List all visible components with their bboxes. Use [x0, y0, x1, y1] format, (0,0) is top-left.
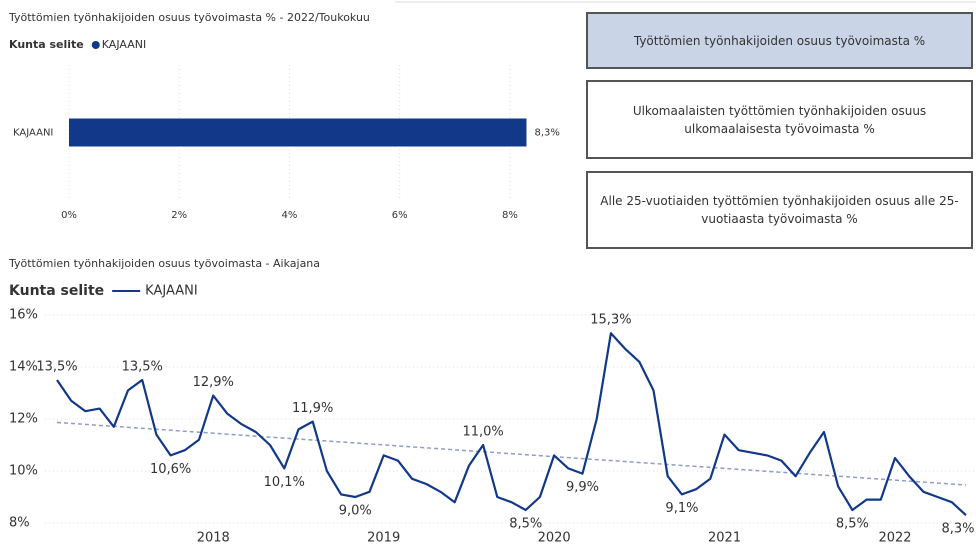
x-tick-label: 8% — [502, 210, 518, 221]
x-tick-label: 0% — [61, 210, 77, 221]
data-label: 13,5% — [36, 360, 77, 375]
chart-title: Työttömien työnhakijoiden osuus työvoima… — [8, 11, 370, 24]
data-label: 11,0% — [462, 425, 503, 440]
data-label: 15,3% — [590, 313, 631, 328]
y-tick-label: 8% — [9, 516, 30, 531]
data-label: 9,0% — [339, 504, 372, 519]
x-tick-label: 2021 — [708, 531, 741, 546]
y-tick-label: 12% — [9, 412, 38, 427]
legend-title: Kunta selite — [9, 283, 104, 299]
y-tick-label: 10% — [9, 464, 38, 479]
x-tick-label: 2% — [171, 210, 187, 221]
data-label: 9,1% — [665, 501, 698, 516]
measure-button[interactable]: Ulkomaalaisten työttömien työnhakijoiden… — [586, 80, 973, 159]
y-tick-label: 16% — [9, 308, 38, 323]
x-tick-label: 6% — [392, 210, 408, 221]
data-label: 11,9% — [292, 401, 333, 416]
data-label: 10,1% — [264, 475, 305, 490]
x-tick-label: 4% — [282, 210, 298, 221]
bar — [69, 118, 527, 147]
line — [56, 332, 967, 517]
legend-label: KAJAANI — [102, 38, 146, 51]
data-label: 9,9% — [566, 480, 599, 495]
legend-label: KAJAANI — [145, 284, 198, 299]
data-label: 10,6% — [150, 462, 191, 477]
data-label: 8,3% — [941, 522, 974, 537]
x-tick-label: 2018 — [197, 531, 230, 546]
y-tick-label: 14% — [9, 360, 38, 375]
data-label: 8,5% — [836, 517, 869, 532]
x-tick-label: 2020 — [538, 531, 571, 546]
chart-title: Työttömien työnhakijoiden osuus työvoima… — [8, 257, 320, 270]
y-tick-label: KAJAANI — [13, 128, 53, 139]
legend-title: Kunta selite — [9, 38, 84, 51]
measure-button[interactable]: Työttömien työnhakijoiden osuus työvoima… — [586, 12, 973, 69]
data-label: 12,9% — [193, 375, 234, 390]
data-label: 8,5% — [509, 517, 542, 532]
data-label: 8,3% — [534, 128, 559, 139]
trend-line — [56, 421, 967, 486]
x-tick-label: 2022 — [878, 531, 911, 546]
x-tick-label: 2019 — [367, 531, 400, 546]
data-label: 13,5% — [122, 360, 163, 375]
measure-button[interactable]: Alle 25-vuotiaiden työttömien työnhakijo… — [586, 171, 973, 249]
legend-marker — [91, 41, 100, 49]
